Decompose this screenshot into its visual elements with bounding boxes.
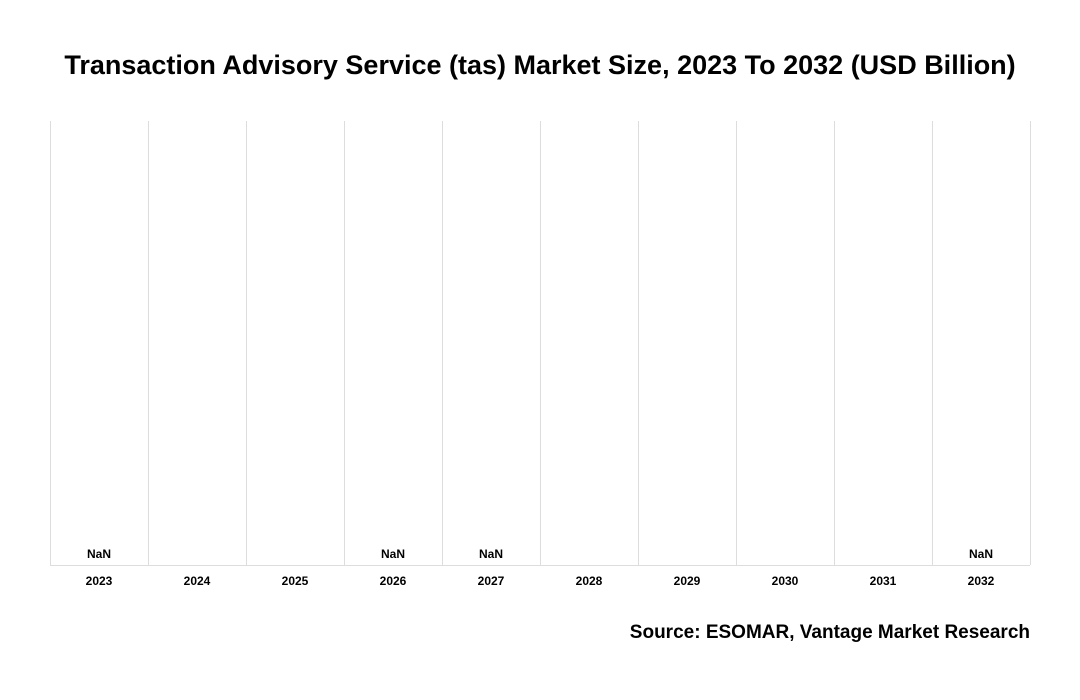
plot-wrap: NaNNaNNaNNaN 202320242025202620272028202… <box>50 121 1030 598</box>
bar-column <box>755 121 815 565</box>
bar-column: NaN <box>363 121 423 565</box>
bar-value-label: NaN <box>363 547 423 561</box>
x-tick-label: 2028 <box>576 574 603 588</box>
bar-column: NaN <box>951 121 1011 565</box>
x-tick-label: 2030 <box>772 574 799 588</box>
grid-line <box>540 121 541 565</box>
bar-column: NaN <box>69 121 129 565</box>
x-tick-label: 2029 <box>674 574 701 588</box>
plot-area: NaN NaN NaN NaN <box>50 121 1030 566</box>
bar-value-label: NaN <box>69 547 129 561</box>
bar-value-label: NaN <box>461 547 521 561</box>
bar-column: NaN <box>461 121 521 565</box>
x-tick-label: 2026 <box>380 574 407 588</box>
grid-line <box>834 121 835 565</box>
x-tick-label: 2032 <box>968 574 995 588</box>
grid-line <box>1030 121 1031 565</box>
bar-column <box>265 121 325 565</box>
x-tick-label: 2025 <box>282 574 309 588</box>
grid-line <box>932 121 933 565</box>
bar-column <box>657 121 717 565</box>
x-tick-label: 2023 <box>86 574 113 588</box>
x-tick-label: 2031 <box>870 574 897 588</box>
chart-container: Transaction Advisory Service (tas) Marke… <box>0 0 1080 700</box>
chart-title: Transaction Advisory Service (tas) Marke… <box>50 50 1030 81</box>
grid-line <box>50 121 51 565</box>
x-axis: 2023 2024 2025 2026 2027 2028 2029 2030 2031 2032 <box>50 574 1030 598</box>
grid-line <box>246 121 247 565</box>
grid-line <box>442 121 443 565</box>
x-tick-label: 2024 <box>184 574 211 588</box>
grid-line <box>344 121 345 565</box>
grid-line <box>148 121 149 565</box>
bar-column <box>167 121 227 565</box>
x-tick-label: 2027 <box>478 574 505 588</box>
chart-source: Source: ESOMAR, Vantage Market Research <box>50 622 1030 644</box>
bar-column <box>559 121 619 565</box>
grid-line <box>638 121 639 565</box>
bar-column <box>853 121 913 565</box>
bar-value-label: NaN <box>951 547 1011 561</box>
grid-line <box>736 121 737 565</box>
